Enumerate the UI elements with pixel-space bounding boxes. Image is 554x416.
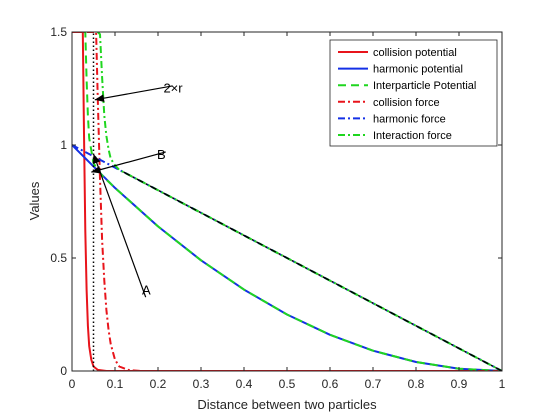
legend-label-collision-force: collision force (373, 97, 440, 109)
legend-label-collision-potential: collision potential (373, 47, 457, 59)
x-tick-label: 0.7 (365, 377, 382, 391)
y-tick-label: 0 (60, 364, 67, 378)
legend-label-harmonic-force: harmonic force (373, 113, 446, 125)
x-tick-label: 0.1 (107, 377, 124, 391)
series-line-collision-force (72, 32, 502, 371)
x-tick-label: 0 (69, 377, 76, 391)
x-tick-label: 0.4 (236, 377, 253, 391)
legend-box (329, 39, 498, 147)
x-tick-label: 0.3 (193, 377, 210, 391)
x-tick-label: 1 (499, 377, 506, 391)
annotation-label-b: B (157, 147, 166, 162)
y-tick-label: 0.5 (50, 251, 67, 265)
legend-label-harmonic-potential: harmonic potential (373, 64, 463, 76)
series-line-collision-potential (72, 32, 502, 371)
y-tick-label: 1.5 (50, 25, 67, 39)
y-tick-label: 1 (60, 138, 67, 152)
legend-label-interaction-force: Interaction force (373, 130, 452, 142)
x-tick-label: 0.5 (279, 377, 296, 391)
series-layer (72, 32, 502, 371)
annotation-layer: 2×r B A (91, 80, 183, 298)
x-axis-label: Distance between two particles (197, 397, 377, 412)
annotation-arrow-a (92, 153, 147, 298)
x-tick-label: 0.9 (451, 377, 468, 391)
annotation-arrowhead (94, 94, 105, 103)
series-line-interparticle-potential (82, 32, 502, 371)
legend: collision potential harmonic potential Int… (329, 39, 498, 147)
x-tick-label: 0.2 (150, 377, 167, 391)
tick-layer: 0 0.1 0.2 0.3 0.4 0.5 0.6 0.7 0.8 0.9 1 0 0.5 1 1.5 (50, 25, 505, 391)
annotation-arrow-2-r (94, 85, 173, 101)
x-tick-label: 0.8 (408, 377, 425, 391)
annotation-label-a: A (142, 283, 151, 298)
legend-label-interparticle-potential: Interparticle Potential (373, 80, 476, 92)
x-tick-label: 0.6 (322, 377, 339, 391)
y-axis-label: Values (27, 181, 42, 220)
annotation-arrowhead (92, 154, 101, 165)
black-dash-dot-line (123, 171, 502, 371)
annotation-label-2-r: 2×r (163, 80, 183, 95)
annotation-arrow-b (91, 151, 166, 173)
